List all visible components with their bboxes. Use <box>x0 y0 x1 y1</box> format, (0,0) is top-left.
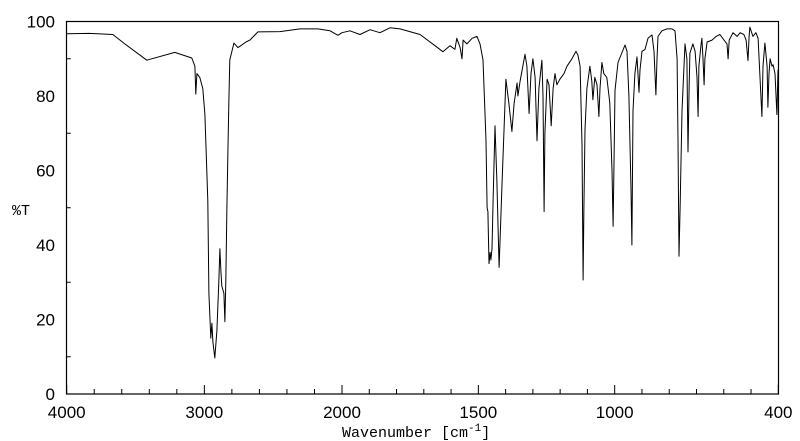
y-tick-label: 60 <box>36 162 55 181</box>
y-tick-label: 80 <box>36 87 55 106</box>
x-tick-labels: 4000 3000 2000 1500 1000 400 <box>48 403 793 422</box>
axis-ticks <box>66 58 779 394</box>
x-tick-label: 1000 <box>596 403 634 422</box>
x-axis-title-superscript: -1 <box>468 423 482 435</box>
y-tick-labels: 0 20 40 60 80 100 <box>27 13 55 405</box>
x-axis-title-main: Wavenumber [cm <box>342 425 468 441</box>
y-axis-title: %T <box>12 203 30 220</box>
x-tick-label: 1500 <box>459 403 497 422</box>
y-tick-label: 40 <box>36 236 55 255</box>
x-axis-title: Wavenumber [cm-1] <box>342 423 490 441</box>
y-tick-label: 0 <box>46 385 55 404</box>
spectrum-line <box>66 26 779 359</box>
plot-frame <box>65 20 780 395</box>
x-axis-title-close: ] <box>481 425 490 441</box>
y-tick-label: 20 <box>36 311 55 330</box>
y-tick-label: 100 <box>27 13 55 32</box>
x-tick-label: 2000 <box>323 403 361 422</box>
x-tick-label: 3000 <box>185 403 223 422</box>
x-tick-label: 400 <box>764 403 792 422</box>
x-tick-label: 4000 <box>48 403 86 422</box>
